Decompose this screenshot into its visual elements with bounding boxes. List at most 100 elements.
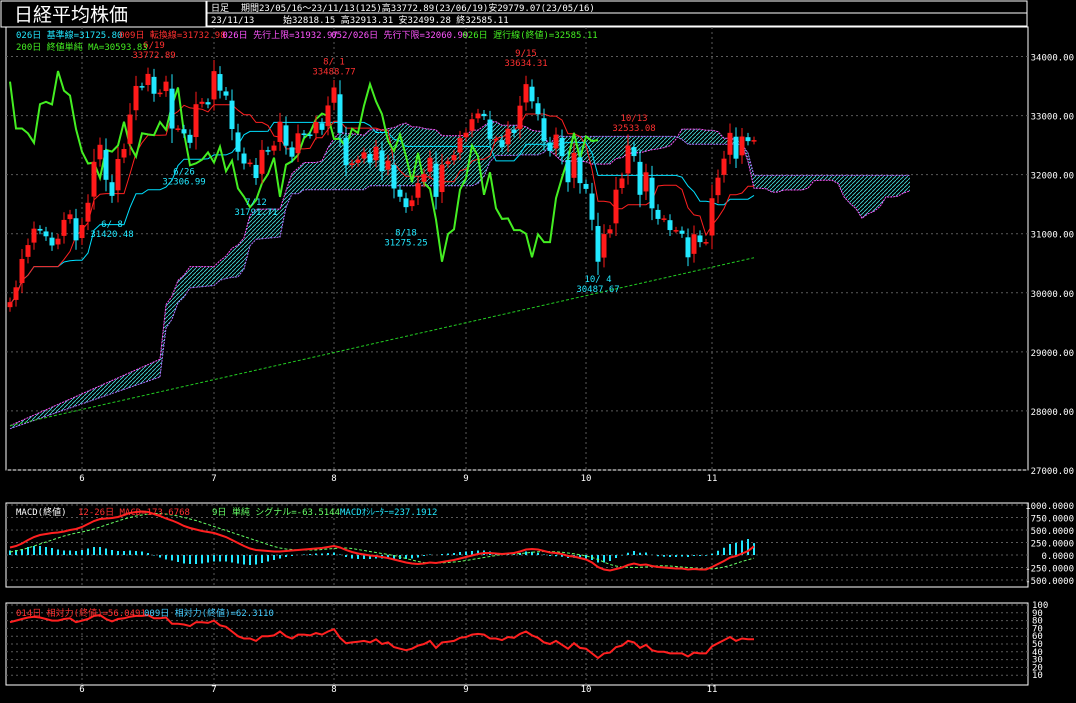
ichimoku-cloud: [10, 121, 910, 429]
candle-body: [109, 182, 115, 196]
candle-body: [139, 86, 145, 88]
candle-body: [469, 119, 475, 131]
candle-body: [13, 287, 19, 300]
candle-body: [325, 105, 331, 127]
candle-body: [733, 136, 739, 159]
candle-body: [667, 220, 673, 231]
candle-body: [259, 149, 265, 174]
candle-body: [205, 102, 211, 105]
ma200-line: [9, 257, 755, 427]
main-x-label: 10: [581, 474, 592, 484]
title-box: [0, 0, 207, 28]
main-y-tick: 31000.00: [1031, 231, 1074, 241]
candle-body: [25, 245, 31, 257]
annotation-value: 33772.89: [132, 51, 175, 61]
main-x-label: 11: [707, 474, 718, 484]
candle-body: [583, 183, 589, 189]
rsi-x-label: 7: [211, 685, 216, 695]
candle-body: [481, 113, 487, 117]
candle-body: [547, 142, 553, 151]
candle-body: [61, 219, 67, 236]
candle-body: [475, 113, 481, 119]
candle-body: [7, 302, 13, 308]
rsi-x-label: 10: [581, 685, 592, 695]
annotation-value: 32306.99: [162, 178, 205, 188]
candle-body: [571, 152, 577, 178]
annotation-date: 6/26: [173, 168, 195, 178]
candle-body: [535, 103, 541, 115]
candle-body: [553, 134, 559, 149]
candle-body: [505, 128, 511, 145]
annotation-value: 31791.71: [234, 208, 277, 218]
annotation-date: 6/19: [143, 41, 165, 51]
candle-body: [607, 229, 613, 234]
candle-body: [625, 145, 631, 174]
macd-signal-line: [9, 513, 755, 570]
candle-body: [331, 87, 337, 103]
candle-body: [193, 104, 199, 138]
annotation-date: 8/ 1: [323, 58, 345, 68]
candle-body: [349, 163, 355, 165]
candle-body: [373, 146, 379, 161]
candle-body: [565, 159, 571, 183]
senkou-span-b: [9, 134, 910, 430]
main-y-tick: 30000.00: [1031, 290, 1074, 300]
candle-body: [715, 177, 721, 196]
rsi-x-label: 6: [79, 685, 84, 695]
candle-body: [235, 132, 241, 152]
candle-body: [703, 242, 709, 244]
annotation-date: 9/15: [515, 49, 537, 59]
main-y-tick: 32000.00: [1031, 172, 1074, 182]
candle-body: [85, 202, 91, 222]
candle-body: [79, 224, 85, 239]
candle-body: [679, 230, 685, 234]
candle-body: [751, 140, 757, 142]
legend-item: 026日 遅行線(終値)=32585.11: [462, 29, 597, 41]
candle-body: [487, 119, 493, 139]
annotation-value: 33634.31: [504, 59, 547, 69]
candle-body: [499, 140, 505, 148]
candle-body: [295, 133, 301, 154]
kijun-sen-line: [9, 121, 755, 305]
candle-body: [223, 91, 229, 96]
legend-item: 200日 終値単純 MA=30593.83: [16, 41, 148, 53]
current-date: 23/11/13: [211, 16, 254, 26]
candle-body: [265, 150, 271, 152]
rsi-x-label: 8: [331, 685, 336, 695]
candle-body: [229, 100, 235, 130]
main-y-tick: 34000.00: [1031, 54, 1074, 64]
candle-body: [247, 162, 253, 165]
candle-body: [619, 178, 625, 188]
candle-body: [91, 161, 97, 197]
rsi-y-tick: 60: [1032, 632, 1043, 642]
candle-body: [241, 153, 247, 164]
page-title: 日経平均株価: [14, 4, 128, 26]
candle-body: [67, 214, 73, 220]
candle-body: [601, 234, 607, 258]
candle-body: [493, 138, 499, 141]
annotation-date: 10/13: [620, 114, 647, 124]
annotation-date: 7/12: [245, 198, 267, 208]
candle-body: [169, 88, 175, 129]
candle-body: [643, 172, 649, 192]
candle-body: [631, 147, 637, 157]
candle-body: [157, 92, 163, 95]
macd-legend-item: 9日 単純 シグナル=-63.5144: [212, 506, 340, 518]
candle-body: [55, 238, 61, 245]
macd-y-tick: -500.0000: [1025, 577, 1074, 587]
candle-body: [577, 157, 583, 184]
macd-legend-item: 12-26日 MACD=173.6768: [78, 507, 190, 518]
annotation-value: 32533.08: [612, 124, 655, 134]
candle-body: [253, 164, 259, 179]
candle-body: [439, 164, 445, 193]
candle-body: [397, 189, 403, 197]
candle-body: [181, 129, 187, 134]
candle-body: [559, 137, 565, 157]
main-y-tick: 33000.00: [1031, 113, 1074, 123]
candle-body: [685, 237, 691, 258]
candle-body: [343, 137, 349, 166]
candle-body: [739, 136, 745, 156]
ohlc-values: 始32818.15 高32913.31 安32499.28 終32585.11: [283, 14, 509, 26]
candle-body: [199, 101, 205, 104]
